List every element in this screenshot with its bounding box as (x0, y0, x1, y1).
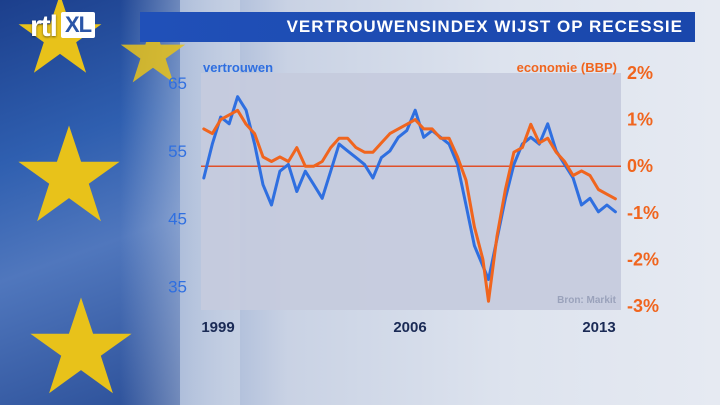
plot-area (201, 73, 621, 310)
y-right-tick-label: 1% (627, 110, 653, 130)
y-left-axis-label: vertrouwen (203, 60, 273, 75)
source-label: Bron: Markit (557, 295, 617, 306)
y-left-tick-label: 45 (168, 210, 187, 229)
eu-star-icon (120, 21, 186, 83)
eu-star-icon (30, 297, 132, 394)
y-left-tick-label: 35 (168, 277, 187, 296)
rtl-xl-logo: rtl XL (30, 10, 96, 44)
x-tick-label: 1999 (201, 319, 234, 336)
y-left-tick-label: 55 (168, 142, 187, 161)
y-right-tick-label: 2% (627, 63, 653, 83)
y-right-tick-label: -2% (627, 249, 659, 269)
x-tick-label: 2006 (393, 319, 426, 336)
y-right-axis-label: economie (BBP) (517, 60, 617, 75)
y-left-tick-label: 65 (168, 74, 187, 93)
eu-star-icon (18, 0, 102, 73)
logo-box: XL (61, 12, 96, 38)
x-tick-label: 2013 (582, 319, 615, 336)
page-title: VERTROUWENSINDEX WIJST OP RECESSIE (140, 12, 695, 42)
y-right-tick-label: 0% (627, 156, 653, 176)
eu-star-icon (18, 125, 120, 222)
y-right-tick-label: -3% (627, 296, 659, 316)
series-line-economie (202, 108, 617, 303)
logo-main: rtl (30, 10, 58, 43)
y-right-tick-label: -1% (627, 203, 659, 223)
